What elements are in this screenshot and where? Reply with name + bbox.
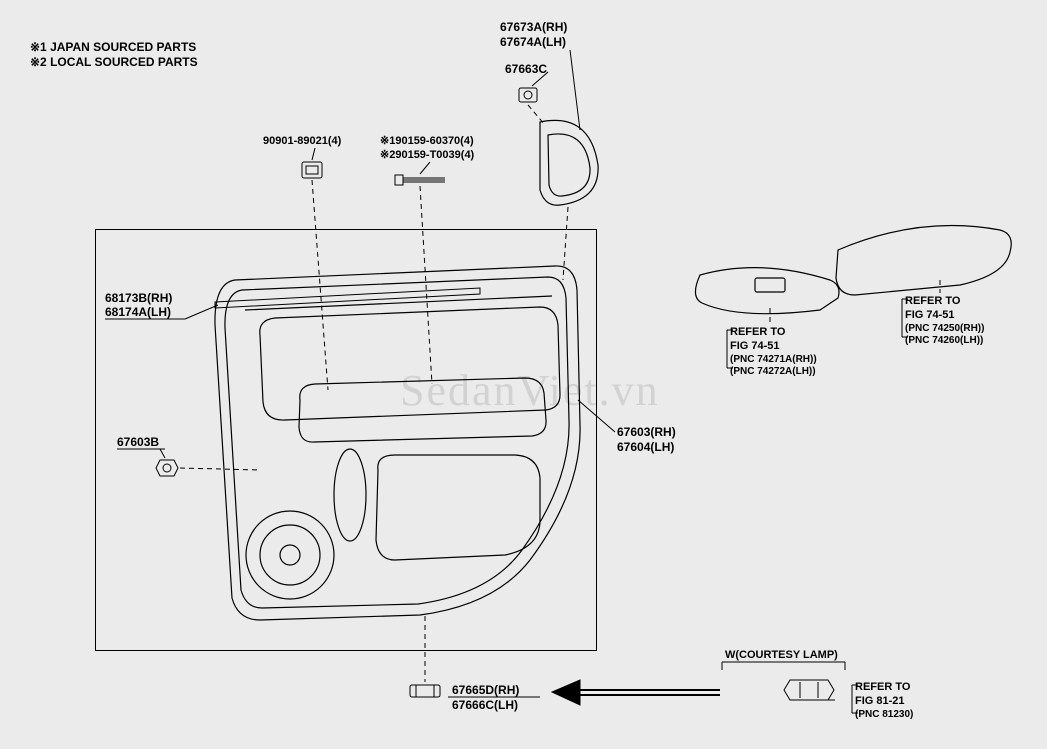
ref2-title: REFER TO xyxy=(905,295,960,308)
arrow-courtesy xyxy=(552,680,720,705)
label-67603rh: 67603(RH) xyxy=(617,425,676,439)
clip-67663c xyxy=(519,88,537,102)
label-67666c: 67666C(LH) xyxy=(452,698,518,712)
corner-garnish xyxy=(540,120,598,205)
ref1-title: REFER TO xyxy=(730,326,785,339)
label-67665d: 67665D(RH) xyxy=(452,683,519,697)
label-90901: 90901-89021(4) xyxy=(263,135,341,148)
ref1-pnc1: (PNC 74271A(RH)) xyxy=(730,354,817,366)
courtesy-lamp-part xyxy=(784,680,834,700)
armrest-ref1 xyxy=(695,268,839,314)
label-90159b: ※290159-T0039(4) xyxy=(380,149,474,162)
ref3-title: REFER TO xyxy=(855,681,910,694)
clip-90901 xyxy=(302,162,322,178)
ref2-fig: FIG 74-51 xyxy=(905,309,955,322)
label-67663c: 67663C xyxy=(505,62,547,76)
note-local: ※2 LOCAL SOURCED PARTS xyxy=(30,55,198,69)
ref3-pnc: (PNC 81230) xyxy=(855,709,913,721)
label-67673a: 67673A(RH) xyxy=(500,20,567,34)
clip-67665d xyxy=(410,685,440,697)
label-67674a: 67674A(LH) xyxy=(500,35,566,49)
label-67604lh: 67604(LH) xyxy=(617,440,674,454)
label-courtesy: W(COURTESY LAMP) xyxy=(725,649,838,662)
ref1-pnc2: (PNC 74272A(LH)) xyxy=(730,366,816,378)
label-90159a: ※190159-60370(4) xyxy=(380,135,474,148)
door-panel-frame xyxy=(95,229,597,651)
ref1-fig: FIG 74-51 xyxy=(730,340,780,353)
armrest-ref2 xyxy=(836,226,1011,296)
ref2-pnc2: (PNC 74260(LH)) xyxy=(905,335,983,347)
note-japan: ※1 JAPAN SOURCED PARTS xyxy=(30,40,196,54)
ref3-fig: FIG 81-21 xyxy=(855,695,905,708)
ref2-pnc1: (PNC 74250(RH)) xyxy=(905,323,984,335)
screw-90159 xyxy=(395,175,445,185)
